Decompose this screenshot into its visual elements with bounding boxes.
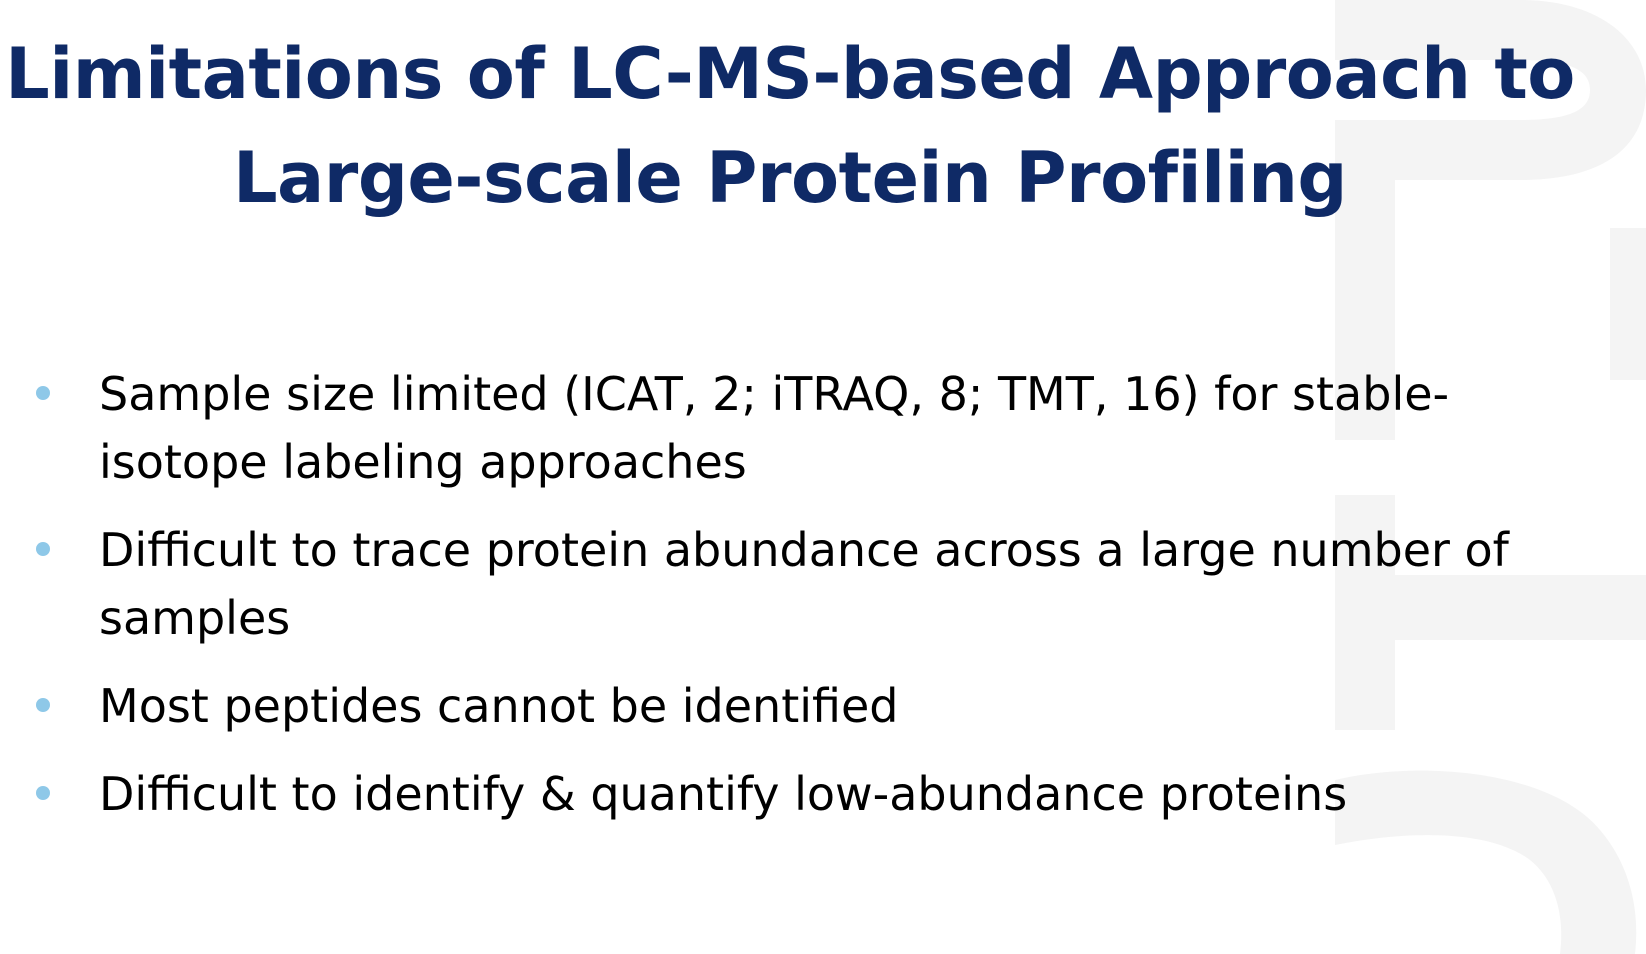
bullet-item-sample-size: Sample size limited (ICAT, 2; iTRAQ, 8; …	[0, 360, 1646, 496]
watermark-shape-bottom	[1335, 770, 1637, 954]
bullet-text-line: Difficult to identify & quantify low-abu…	[99, 767, 1348, 821]
watermark-shape-right	[1610, 228, 1646, 380]
bullet-item-trace-abundance: Difficult to trace protein abundance acr…	[0, 516, 1646, 652]
bullet-dot-icon	[36, 698, 50, 712]
bullet-text-line: isotope labeling approaches	[99, 435, 747, 489]
bullet-item-peptides: Most peptides cannot be identified	[0, 672, 1646, 740]
watermark-shape-top	[1335, 0, 1646, 180]
bullet-dot-icon	[36, 542, 50, 556]
bullet-text-line: Sample size limited (ICAT, 2; iTRAQ, 8; …	[99, 367, 1450, 421]
bullet-dot-icon	[36, 386, 50, 400]
bullet-dot-icon	[36, 786, 50, 800]
watermark-shape-bar	[1335, 180, 1395, 440]
slide-title-line-2: Large-scale Protein Profiling	[232, 137, 1348, 219]
slide-title-line-1: Limitations of LC-MS-based Approach to	[5, 33, 1575, 115]
bullet-text-line: samples	[99, 591, 291, 645]
bullet-text-line: Difficult to trace protein abundance acr…	[99, 523, 1509, 577]
bullet-text-line: Most peptides cannot be identified	[99, 679, 899, 733]
slide-title: Limitations of LC-MS-based Approach to L…	[0, 22, 1580, 230]
bullet-list: Sample size limited (ICAT, 2; iTRAQ, 8; …	[0, 360, 1646, 848]
watermark-shape-e	[1335, 495, 1646, 730]
bullet-item-low-abundance: Difficult to identify & quantify low-abu…	[0, 760, 1646, 828]
